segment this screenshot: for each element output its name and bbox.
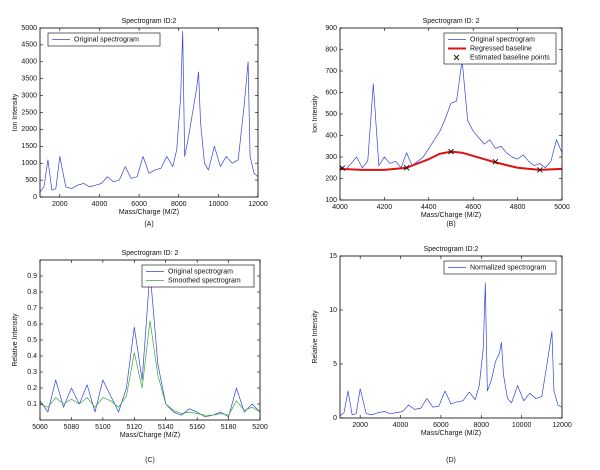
plot-area	[340, 256, 562, 418]
x-tick-label: 5180	[221, 424, 237, 431]
y-tick-label: 0.3	[27, 369, 37, 376]
y-tick-label: 4500	[21, 42, 37, 49]
x-tick-label: 5080	[64, 424, 80, 431]
y-tick-label: 500	[325, 111, 337, 118]
x-tick-label: 12000	[248, 201, 268, 208]
y-tick-label: 2500	[21, 109, 37, 116]
y-tick-label: 800	[325, 46, 337, 53]
y-tick-label: 0.5	[27, 337, 37, 344]
x-tick-label: 4000	[332, 204, 348, 211]
legend-label: Normalized spectrogram	[470, 264, 546, 271]
y-tick-label: 300	[325, 154, 337, 161]
legend-box	[141, 264, 255, 288]
y-tick-label: 5000	[21, 25, 37, 32]
y-tick-label: 0.1	[27, 401, 37, 408]
panel-caption: (A)	[144, 221, 153, 228]
spectrum-line	[39, 31, 259, 193]
y-axis-label: Relative Intensity	[312, 310, 319, 364]
x-tick-label: 8000	[473, 422, 489, 429]
x-axis-label: Mass/Charge (M/Z)	[421, 212, 481, 219]
baseline-point	[403, 164, 410, 171]
spectrum-line	[339, 282, 563, 417]
y-tick-label: 1000	[21, 160, 37, 167]
y-tick-label: 200	[325, 175, 337, 182]
legend-label: Original spectrogram	[470, 36, 535, 43]
y-tick-label: 0.9	[27, 273, 37, 280]
y-tick-label: 1500	[21, 143, 37, 150]
legend-label: Regressed baseline	[470, 45, 532, 52]
legend-label: Original spectrogram	[168, 268, 233, 275]
y-tick-label: 0.4	[27, 353, 37, 360]
y-tick-label: 0.8	[27, 289, 37, 296]
spectrum-line	[39, 320, 261, 416]
panel-caption: (D)	[446, 457, 456, 464]
y-tick-label: 900	[325, 25, 337, 32]
baseline-point	[339, 165, 346, 171]
baseline-point	[448, 148, 454, 155]
x-tick-label: 10000	[512, 422, 532, 429]
x-tick-label: 12000	[552, 422, 572, 429]
y-tick-label: 0.7	[27, 305, 37, 312]
x-tick-label: 4200	[377, 204, 393, 211]
x-tick-label: 4800	[510, 204, 526, 211]
legend-box	[47, 32, 161, 47]
baseline-point	[492, 158, 499, 165]
y-tick-label: 3000	[21, 92, 37, 99]
x-tick-label: 4400	[421, 204, 437, 211]
x-tick-label: 6000	[131, 201, 147, 208]
y-tick-label: 0	[333, 415, 337, 422]
y-tick-label: 700	[325, 68, 337, 75]
x-tick-label: 10000	[209, 201, 229, 208]
chart-title: Spectrogram ID:2	[424, 246, 479, 253]
y-tick-label: 2000	[21, 126, 37, 133]
x-axis-label: Mass/Charge (M/Z)	[119, 209, 179, 216]
y-tick-label: 0.2	[27, 385, 37, 392]
x-tick-label: 4000	[393, 422, 409, 429]
y-tick-label: 15	[329, 253, 337, 260]
legend-label: Smoothed spectrogram	[168, 277, 241, 284]
y-tick-label: 10	[329, 307, 337, 314]
x-tick-label: 4000	[92, 201, 108, 208]
y-tick-label: 4000	[21, 59, 37, 66]
y-axis-label: Relative Intensity	[12, 313, 19, 367]
legend-box	[443, 260, 557, 275]
x-axis-label: Mass/Charge (M/Z)	[421, 430, 481, 437]
axes-frame	[339, 255, 563, 419]
x-tick-label: 4600	[465, 204, 481, 211]
chart-title: Spectrogram ID:2	[122, 18, 177, 25]
x-tick-label: 5120	[126, 424, 142, 431]
panel-caption: (C)	[145, 457, 155, 464]
x-tick-label: 5140	[158, 424, 174, 431]
y-tick-label: 500	[25, 177, 37, 184]
baseline-point	[536, 167, 543, 173]
spectrum-line	[339, 59, 563, 171]
x-axis-label: Mass/Charge (M/Z)	[120, 432, 180, 439]
x-tick-label: 2000	[52, 201, 68, 208]
y-tick-label: 0	[33, 194, 37, 201]
legend-label: Estimated baseline points	[470, 54, 550, 61]
y-tick-label: 0.6	[27, 321, 37, 328]
x-tick-label: 5100	[95, 424, 111, 431]
y-axis-label: Ion Intensity	[312, 95, 319, 133]
x-tick-label: 5000	[554, 204, 570, 211]
x-tick-label: 5160	[189, 424, 205, 431]
x-tick-label: 8000	[171, 201, 187, 208]
legend-label: Original spectrogram	[74, 36, 139, 43]
y-tick-label: 100	[325, 197, 337, 204]
y-tick-label: 600	[325, 89, 337, 96]
y-tick-label: 5	[333, 361, 337, 368]
legend-marker	[453, 54, 460, 61]
x-tick-label: 2000	[352, 422, 368, 429]
x-tick-label: 6000	[433, 422, 449, 429]
x-tick-label: 5060	[32, 424, 48, 431]
plot-area	[40, 28, 258, 197]
y-tick-label: 400	[325, 132, 337, 139]
y-tick-label: 3500	[21, 76, 37, 83]
x-tick-label: 5200	[252, 424, 268, 431]
chart-title: Spectrogram ID: 2	[122, 250, 179, 257]
chart-title: Spectrogram ID: 2	[423, 18, 480, 25]
y-axis-label: Ion Intensity	[12, 93, 19, 131]
panel-caption: (B)	[446, 221, 455, 228]
